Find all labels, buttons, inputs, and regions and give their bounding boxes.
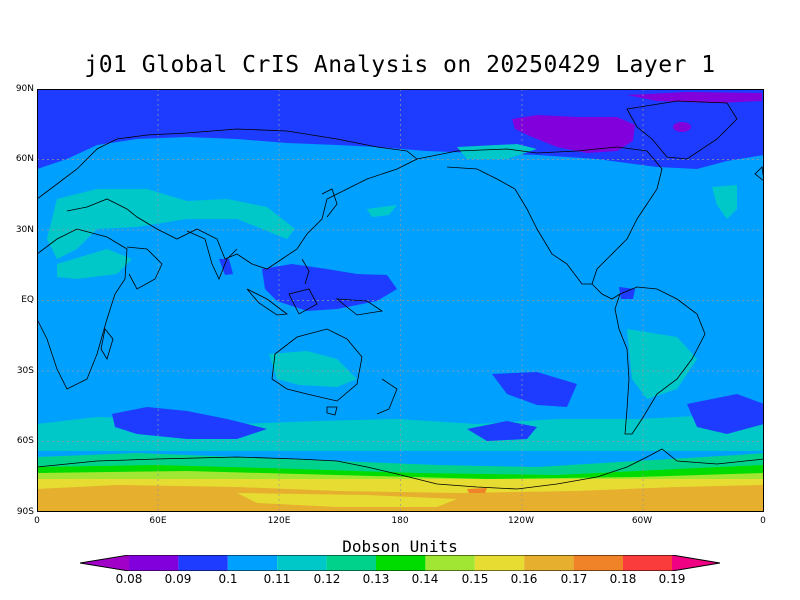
colorbar-cell-11 xyxy=(623,555,672,571)
colorbar-cell-0 xyxy=(80,555,129,571)
coast-samerica xyxy=(614,286,706,435)
field-sahara-cyan xyxy=(57,249,132,279)
lat-label-60s: 60S xyxy=(16,436,34,446)
field-southern-blue-1 xyxy=(112,407,267,439)
ozone-map xyxy=(37,89,764,512)
field-asia-cyan xyxy=(47,189,295,259)
coast-africa xyxy=(37,228,128,390)
coast-madagascar xyxy=(100,328,114,360)
field-india-blue xyxy=(219,259,233,275)
colorbar-cell-5 xyxy=(326,555,376,571)
lon-label-0-right: 0 xyxy=(760,516,766,526)
lon-label-120w: 120W xyxy=(507,516,535,526)
colorbar-cell-9 xyxy=(524,555,574,571)
coast-australia xyxy=(271,328,363,402)
field-atlantic-cyan xyxy=(712,185,737,219)
coast-india xyxy=(186,230,238,281)
field-southern-blue-2 xyxy=(467,421,537,441)
lat-label-90n: 90N xyxy=(15,84,34,94)
colorbar-label-2: 0.1 xyxy=(218,572,238,586)
lat-label-30n: 30N xyxy=(15,225,34,235)
colorbar-title: Dobson Units xyxy=(342,537,458,556)
field-arctic-dot xyxy=(673,122,691,132)
field-southern-blue-3 xyxy=(492,372,577,407)
colorbar xyxy=(79,554,721,572)
coast-arabia xyxy=(126,246,163,290)
colorbar-cell-2 xyxy=(178,555,228,571)
colorbar-cell-1 xyxy=(129,555,179,571)
colorbar-cell-6 xyxy=(376,555,426,571)
lat-label-eq: EQ xyxy=(21,295,34,305)
coast-sumatra xyxy=(246,288,289,316)
field-nepacific-cyan xyxy=(457,144,537,159)
field-samerica-cyan xyxy=(627,329,697,399)
coastlines xyxy=(37,100,764,490)
field-indonesia-blue xyxy=(262,264,397,311)
coast-borneo xyxy=(288,288,318,315)
colorbar-label-10: 0.18 xyxy=(609,572,637,586)
coast-central-america xyxy=(591,283,621,300)
field-pacific-cyan xyxy=(367,205,397,217)
colorbar-label-7: 0.15 xyxy=(461,572,489,586)
field-antarctic-16-inner xyxy=(237,493,457,507)
coast-antarctica xyxy=(37,448,764,490)
lat-label-60n: 60N xyxy=(15,154,34,164)
colorbar-label-9: 0.17 xyxy=(560,572,588,586)
colorbar-cell-10 xyxy=(573,555,623,571)
coast-greenland xyxy=(626,100,738,160)
coast-nz xyxy=(376,378,398,415)
field-arctic-strip xyxy=(627,92,762,103)
colorbar-svg xyxy=(79,554,721,572)
field-antarctic-18 xyxy=(467,488,487,493)
colorbar-label-5: 0.13 xyxy=(362,572,390,586)
colorbar-cell-3 xyxy=(227,555,278,571)
colorbar-cell-8 xyxy=(474,555,525,571)
lon-label-60w: 60W xyxy=(631,516,653,526)
field-australia-cyan xyxy=(269,351,357,387)
lat-label-30s: 30S xyxy=(16,366,34,376)
colorbar-cell-4 xyxy=(277,555,327,571)
field-greenland-low xyxy=(512,115,635,153)
lat-label-90s: 90S xyxy=(16,507,34,517)
colorbar-label-3: 0.11 xyxy=(263,572,291,586)
coast-philippines xyxy=(301,258,310,285)
coast-eurasia xyxy=(37,128,418,270)
colorbar-label-8: 0.16 xyxy=(510,572,538,586)
coast-tasmania xyxy=(326,406,338,416)
colorbar-label-0: 0.08 xyxy=(115,572,143,586)
ozone-map-svg xyxy=(37,89,764,512)
colorbar-label-11: 0.19 xyxy=(658,572,686,586)
lon-label-0-left: 0 xyxy=(34,516,40,526)
coast-japan xyxy=(321,188,338,218)
map-title: j01 Global CrIS Analysis on 20250429 Lay… xyxy=(84,52,716,78)
colorbar-label-4: 0.12 xyxy=(313,572,341,586)
coast-namerica xyxy=(416,146,663,285)
coast-papua xyxy=(335,298,384,316)
colorbar-cell-7 xyxy=(425,555,475,571)
colorbar-cell-12 xyxy=(672,555,720,571)
field-southern-blue-4 xyxy=(687,394,764,434)
colorbar-label-1: 0.09 xyxy=(164,572,192,586)
colorbar-label-6: 0.14 xyxy=(411,572,439,586)
map-frame xyxy=(37,89,764,512)
field-amazon-blue xyxy=(619,287,635,299)
lon-label-60e: 60E xyxy=(149,516,167,526)
lon-label-120e: 120E xyxy=(267,516,291,526)
lon-label-180: 180 xyxy=(391,516,409,526)
